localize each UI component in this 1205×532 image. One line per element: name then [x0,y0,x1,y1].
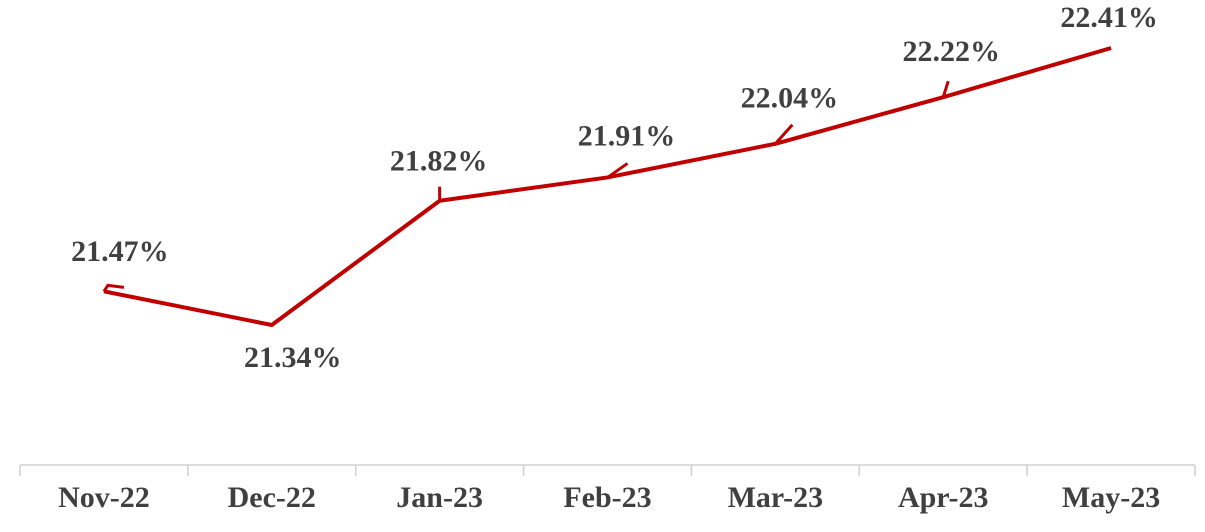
x-tick-label: May-23 [1062,481,1160,514]
x-tick-label: Feb-23 [563,481,651,514]
data-label: 21.91% [578,119,676,152]
data-label: 21.82% [390,145,488,178]
data-label: 21.34% [244,341,342,374]
x-tick-label: Jan-23 [396,481,483,514]
leader-line [606,162,629,179]
data-label: 21.47% [71,235,169,268]
x-tick-label: Mar-23 [728,481,824,514]
leader-line [941,80,950,98]
leader-line [774,123,794,145]
data-label: 22.22% [902,35,1000,68]
leader-line [102,283,125,293]
x-tick-label: Apr-23 [898,481,989,514]
data-label: 22.41% [1060,1,1158,34]
data-line [103,46,1112,327]
x-tick-label: Dec-22 [228,481,316,514]
x-tick-label: Nov-22 [58,481,150,514]
data-label: 22.04% [741,82,839,115]
